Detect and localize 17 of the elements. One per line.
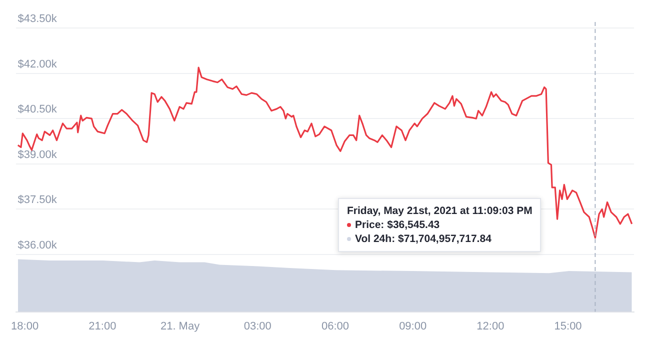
annotation: Vol 24h: $71,704,957,717.84 [355,233,492,245]
x-tick-label: 03:00 [244,320,272,332]
annotation: Price: $36,545.43 [355,219,440,231]
x-tick-label: 06:00 [321,320,349,332]
y-tick-label: $42.00k [18,58,58,70]
x-tick-label: 12:00 [476,320,504,332]
y-tick-label: $40.50k [18,104,58,116]
x-tick-label: 21. May [160,320,200,332]
x-tick-label: 21:00 [88,320,116,332]
x-tick-label: 15:00 [554,320,582,332]
y-tick-label: $37.50k [18,194,58,206]
annotation: Friday, May 21st, 2021 at 11:09:03 PM [347,205,532,217]
y-tick-label: $36.00k [18,239,58,252]
x-tick-label: 18:00 [11,320,39,332]
y-tick-label: $39.00k [18,148,58,161]
y-tick-label: $43.50k [18,13,58,26]
x-tick-label: 09:00 [399,320,427,332]
